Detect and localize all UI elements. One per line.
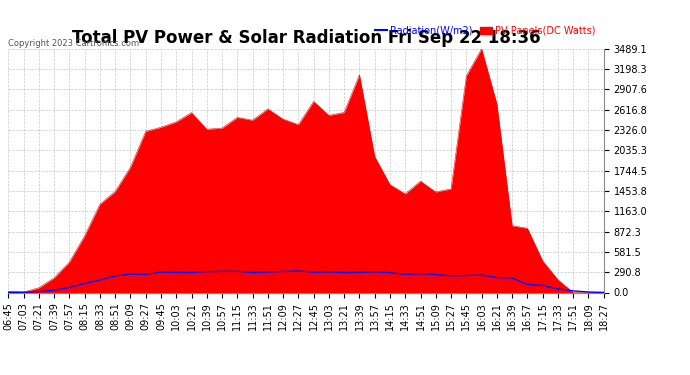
Legend: Radiation(W/m2), PV Panels(DC Watts): Radiation(W/m2), PV Panels(DC Watts) [371,22,599,40]
Title: Total PV Power & Solar Radiation Fri Sep 22 18:36: Total PV Power & Solar Radiation Fri Sep… [72,29,540,47]
Text: Copyright 2023 Cartronics.com: Copyright 2023 Cartronics.com [8,39,139,48]
